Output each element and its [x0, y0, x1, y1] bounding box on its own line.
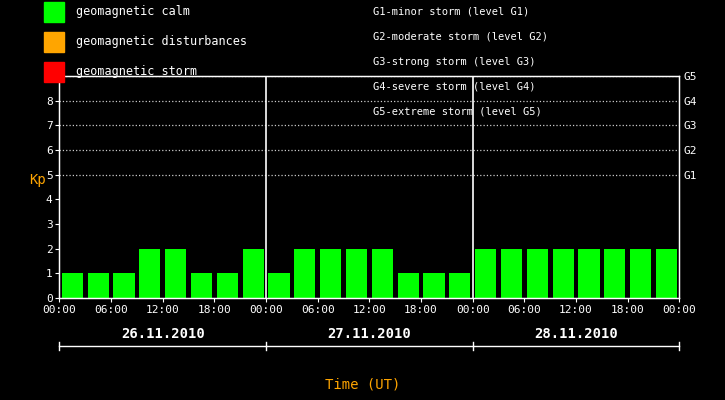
- Text: G5-extreme storm (level G5): G5-extreme storm (level G5): [373, 106, 542, 116]
- Text: Time (UT): Time (UT): [325, 378, 400, 392]
- Bar: [217, 273, 238, 298]
- Bar: [268, 273, 289, 298]
- Bar: [320, 249, 341, 298]
- Bar: [656, 249, 677, 298]
- Y-axis label: Kp: Kp: [29, 173, 46, 187]
- Bar: [630, 249, 651, 298]
- Bar: [139, 249, 160, 298]
- Text: 27.11.2010: 27.11.2010: [328, 327, 411, 341]
- Text: G3-strong storm (level G3): G3-strong storm (level G3): [373, 57, 536, 67]
- Bar: [165, 249, 186, 298]
- Text: G2-moderate storm (level G2): G2-moderate storm (level G2): [373, 32, 548, 42]
- Bar: [501, 249, 522, 298]
- Bar: [552, 249, 573, 298]
- Bar: [346, 249, 367, 298]
- Text: G4-severe storm (level G4): G4-severe storm (level G4): [373, 81, 536, 91]
- Bar: [604, 249, 626, 298]
- Bar: [475, 249, 496, 298]
- Bar: [450, 273, 471, 298]
- Text: 28.11.2010: 28.11.2010: [534, 327, 618, 341]
- Text: geomagnetic calm: geomagnetic calm: [76, 6, 190, 18]
- Bar: [372, 249, 393, 298]
- Bar: [294, 249, 315, 298]
- Text: 26.11.2010: 26.11.2010: [121, 327, 204, 341]
- Text: geomagnetic disturbances: geomagnetic disturbances: [76, 36, 247, 48]
- Bar: [526, 249, 548, 298]
- Bar: [113, 273, 135, 298]
- Bar: [397, 273, 419, 298]
- Bar: [423, 273, 444, 298]
- Bar: [191, 273, 212, 298]
- Text: G1-minor storm (level G1): G1-minor storm (level G1): [373, 7, 530, 17]
- Text: geomagnetic storm: geomagnetic storm: [76, 66, 197, 78]
- Bar: [243, 249, 264, 298]
- Bar: [62, 273, 83, 298]
- Bar: [88, 273, 109, 298]
- Bar: [579, 249, 600, 298]
